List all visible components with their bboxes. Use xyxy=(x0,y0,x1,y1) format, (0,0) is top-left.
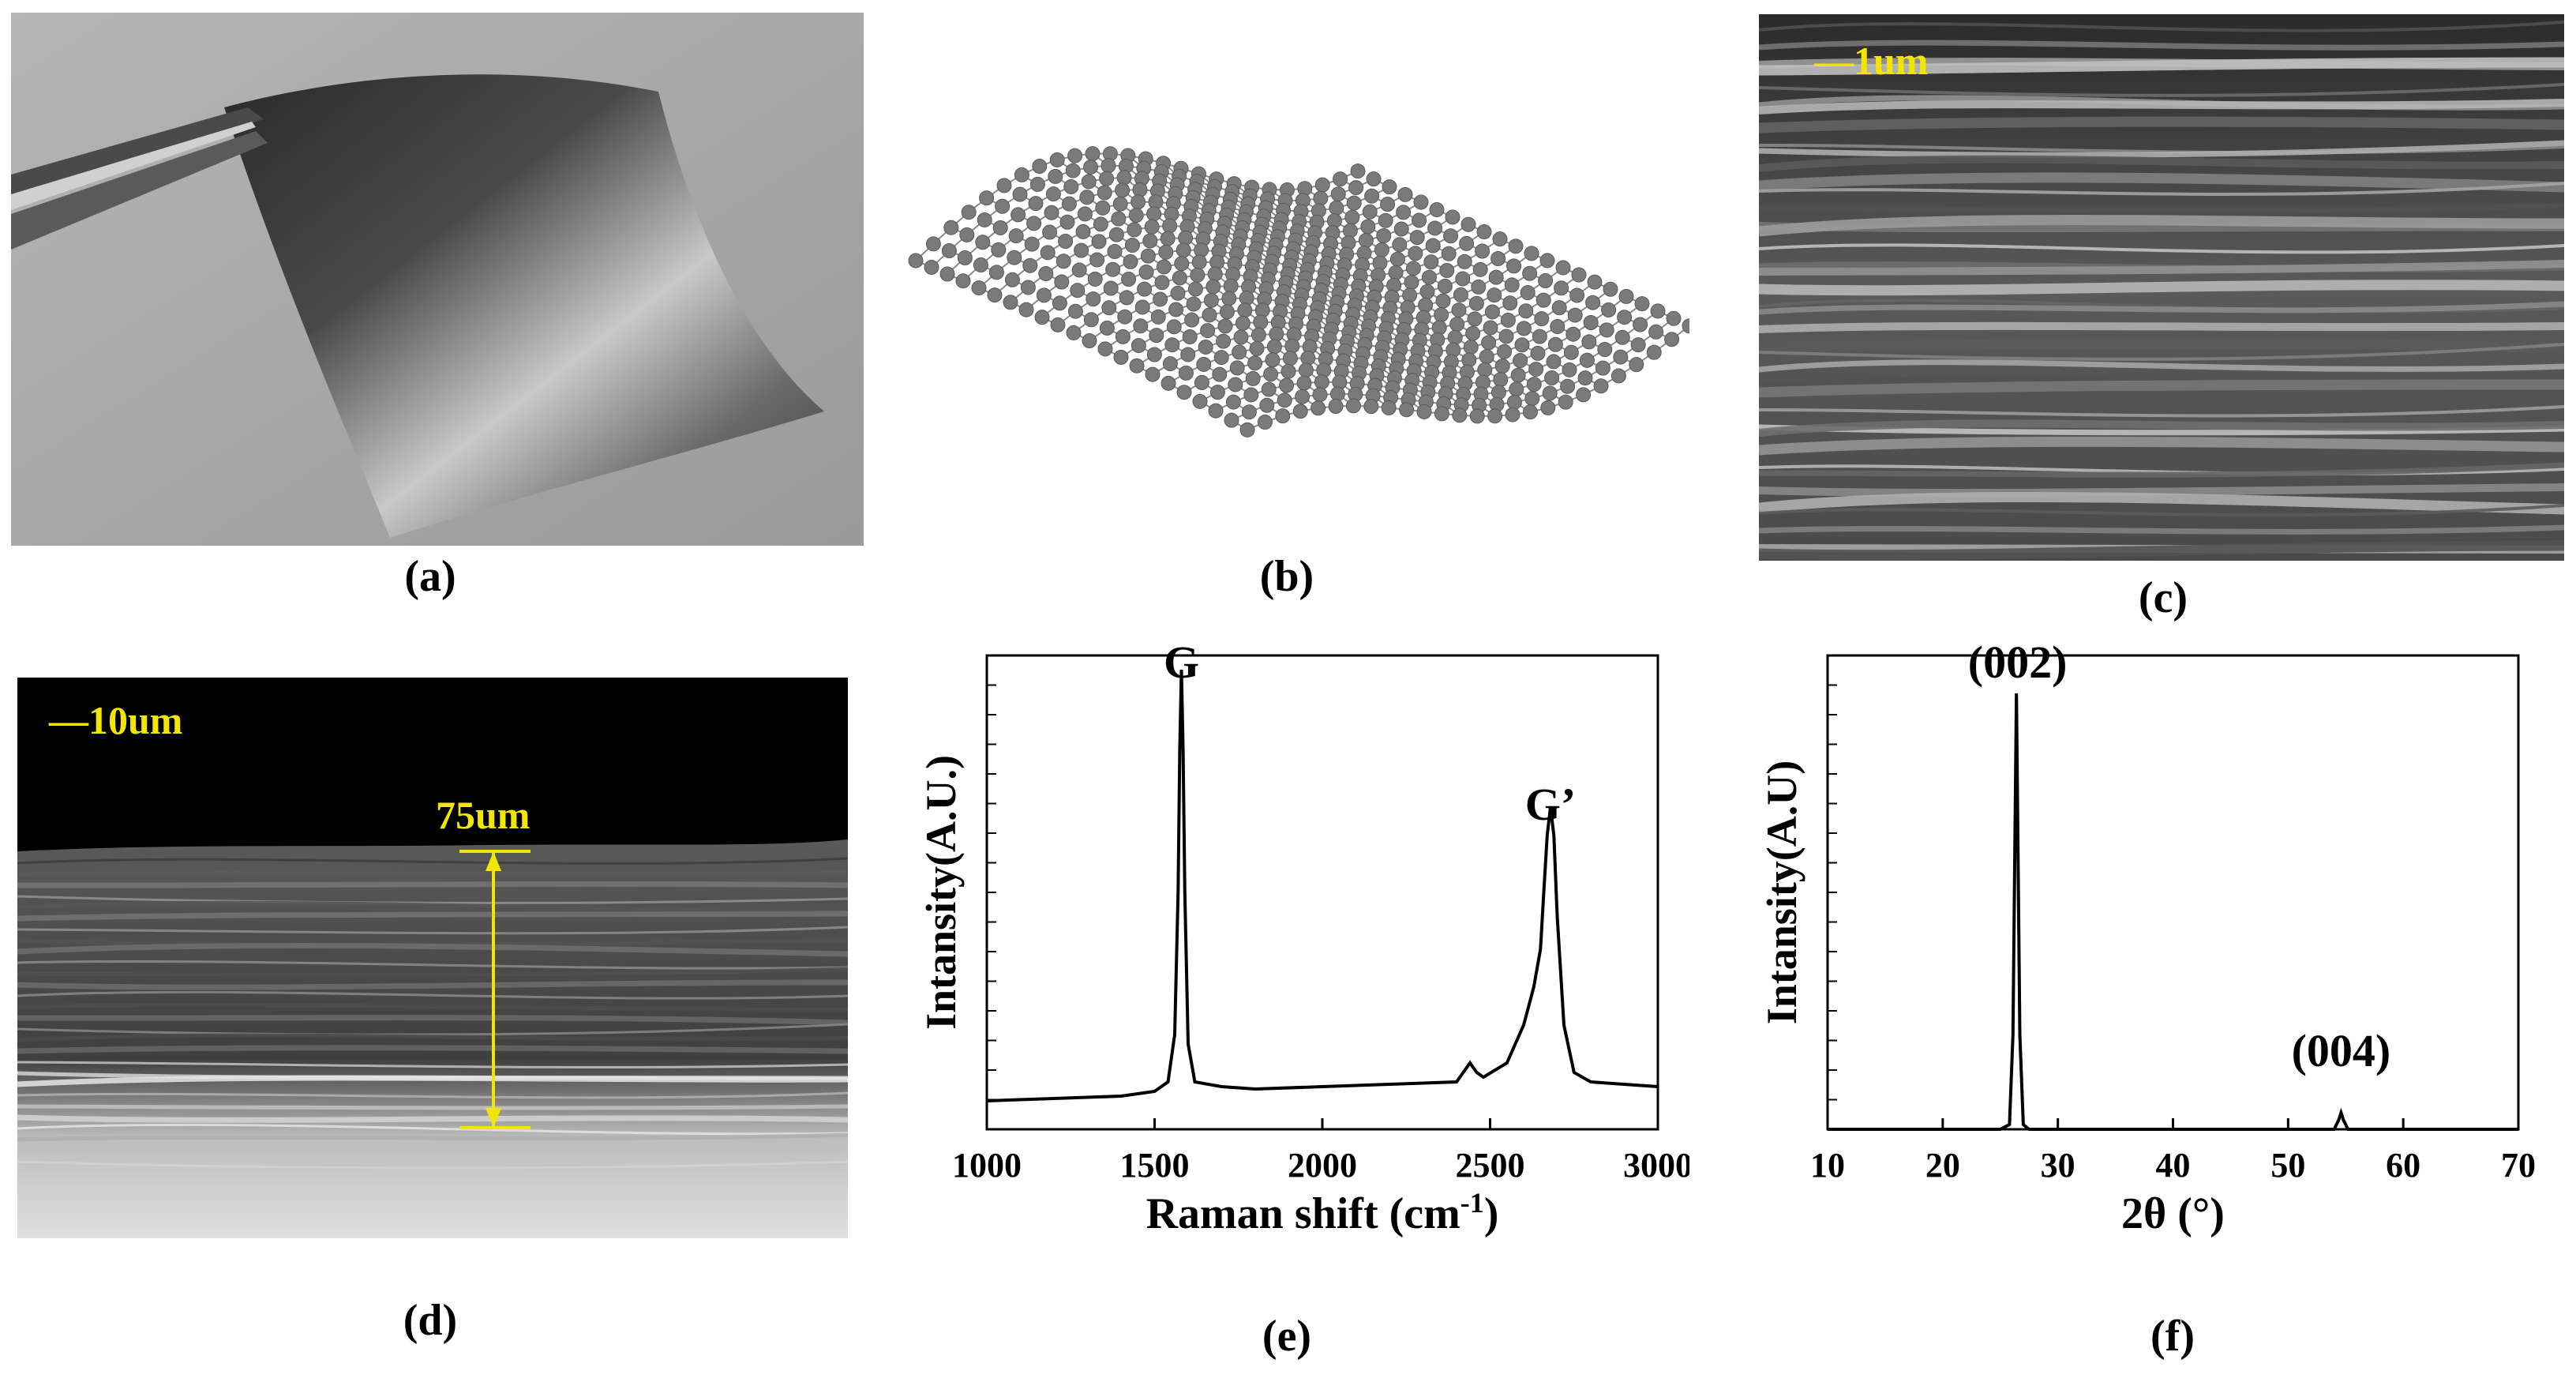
y-axis-label: Intansity(A.U) xyxy=(1758,760,1805,1025)
caption-b: (b) xyxy=(1259,552,1314,601)
peak-label: (004) xyxy=(2292,1025,2391,1076)
x-tick-label: 10 xyxy=(1810,1146,1845,1185)
peak-label: (002) xyxy=(1968,637,2068,688)
x-axis-label: Raman shift (cm-1) xyxy=(1146,1187,1499,1238)
x-tick-label: 2000 xyxy=(1288,1146,1357,1185)
plot-frame xyxy=(1826,654,2520,1131)
data-line xyxy=(986,669,1659,1102)
panel-f-xrd-chart: 10 20 30 40 50 60 70 (002) (004) Intansity(A.U) 2θ… xyxy=(1721,632,2566,1287)
thickness-label: 75um xyxy=(436,793,531,837)
x-tick-label: 2500 xyxy=(1456,1146,1525,1185)
x-tick-label: 3000 xyxy=(1623,1146,1689,1185)
x-tick-label: 70 xyxy=(2501,1146,2536,1185)
x-tick-label: 50 xyxy=(2270,1146,2305,1185)
y-axis-label: Intansity(A.U.) xyxy=(917,755,965,1030)
peak-label: G’ xyxy=(1525,779,1576,830)
panel-c-sem-image: —1um xyxy=(1759,14,2564,561)
x-tick-label: 40 xyxy=(2156,1146,2191,1185)
raman-chart-svg: 1000 1500 2000 2500 3000 G G’ Intansity(A.U.) Ra… xyxy=(917,637,1693,1238)
xrd-chart-svg: 10 20 30 40 50 60 70 (002) (004) Intansity(A.U) 2θ… xyxy=(1758,637,2536,1238)
panel-e-raman-chart: 1000 1500 2000 2500 3000 G G’ Intansity(A.U.) Ra… xyxy=(884,632,1693,1287)
peak-label: G xyxy=(1164,637,1199,688)
scale-bar-label-d: —10um xyxy=(49,698,183,742)
caption-c: (c) xyxy=(2138,573,2188,622)
data-line xyxy=(1828,693,2518,1131)
x-tick-label: 60 xyxy=(2386,1146,2420,1185)
x-tick-label: 20 xyxy=(1925,1146,1960,1185)
caption-e: (e) xyxy=(1262,1312,1312,1361)
caption-d: (d) xyxy=(403,1296,458,1345)
caption-a: (a) xyxy=(404,552,456,601)
x-tick-label: 1000 xyxy=(952,1146,1022,1185)
panel-d-sem-image: —10um 75um xyxy=(17,678,848,1238)
panel-a xyxy=(11,13,864,546)
caption-f: (f) xyxy=(2150,1312,2195,1361)
panel-b xyxy=(884,55,1697,529)
graphene-lattice-model xyxy=(908,146,1697,438)
scale-bar-label-c: —1um xyxy=(1814,39,1929,83)
graphene-film-photo xyxy=(11,13,864,546)
x-tick-label: 30 xyxy=(2041,1146,2075,1185)
x-axis-label: 2θ (°) xyxy=(2121,1189,2225,1238)
x-tick-label: 1500 xyxy=(1120,1146,1190,1185)
film-sheet xyxy=(224,74,824,538)
